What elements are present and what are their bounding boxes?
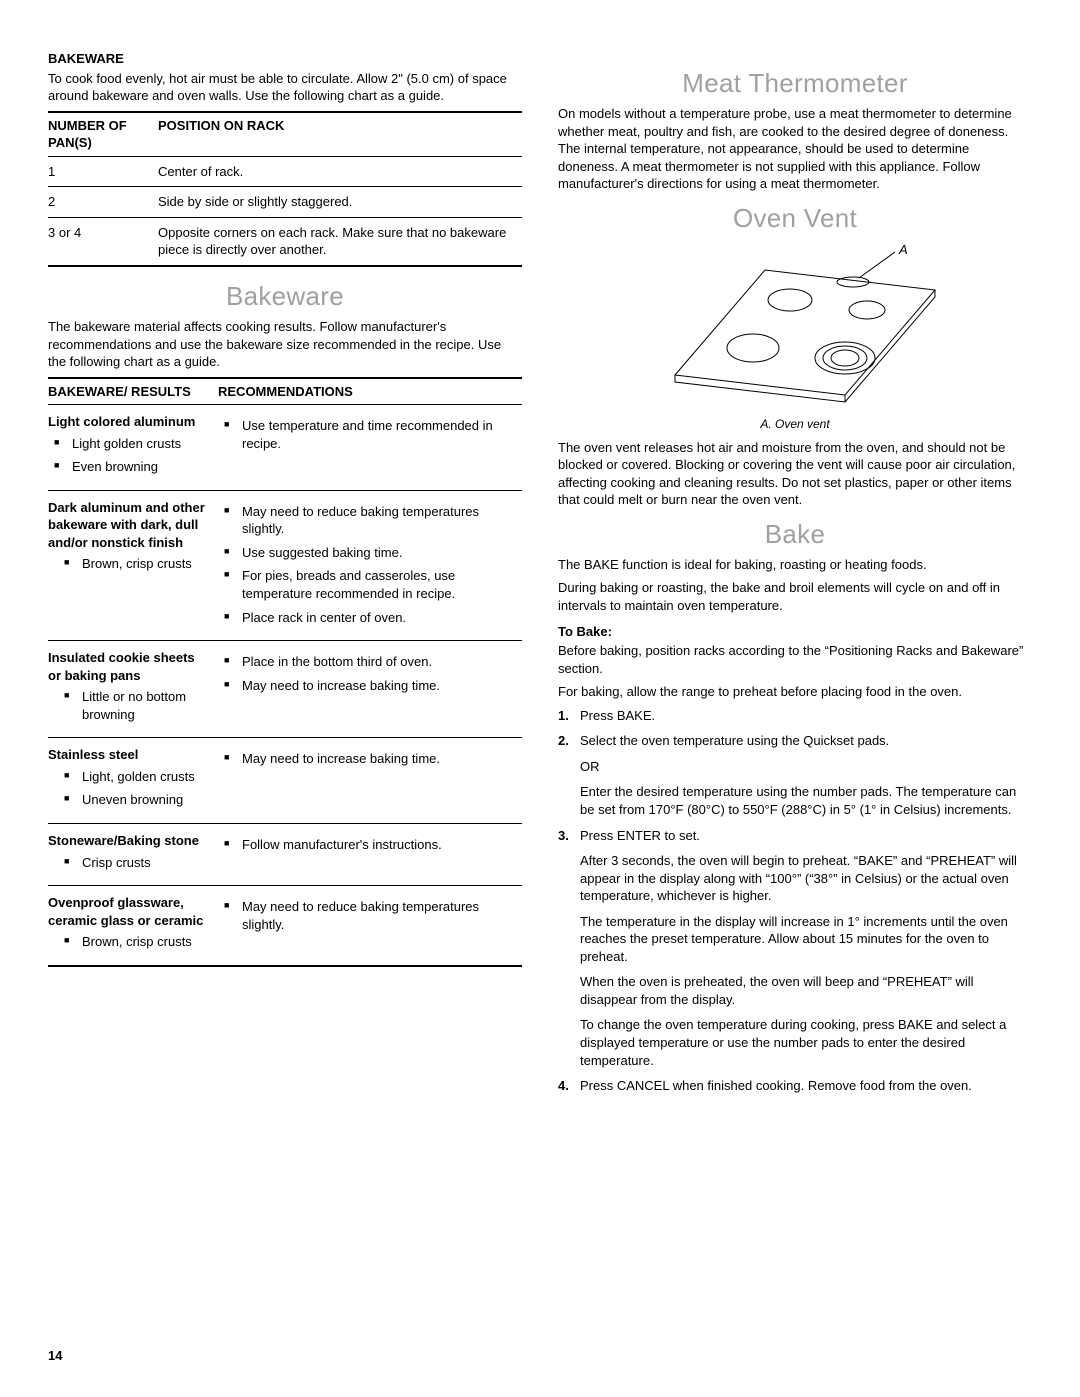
list-item: May need to increase baking time.: [218, 677, 516, 695]
bakeware-type: Dark aluminum and other bakeware with da…: [48, 499, 208, 552]
right-column: Meat Thermometer On models without a tem…: [558, 50, 1032, 1103]
bake-p2: During baking or roasting, the bake and …: [558, 579, 1032, 614]
list-item: Use temperature and time recommended in …: [218, 417, 516, 452]
bakeware-type: Light colored aluminum: [48, 413, 208, 431]
page-number: 14: [48, 1347, 62, 1365]
table-row: 1 Center of rack.: [48, 156, 522, 187]
table-row: Ovenproof glassware, ceramic glass or ce…: [48, 886, 522, 966]
list-item: 4. Press CANCEL when finished cooking. R…: [558, 1077, 1032, 1095]
pan-position-table: NUMBER OF PAN(S) POSITION ON RACK 1 Cent…: [48, 111, 522, 267]
meat-thermometer-title: Meat Thermometer: [558, 66, 1032, 101]
list-item: May need to reduce baking temperatures s…: [218, 898, 516, 933]
pan-table-header-1: NUMBER OF PAN(S): [48, 112, 158, 157]
bake-table-header-1: BAKEWARE/ RESULTS: [48, 378, 218, 405]
diagram-caption: A. Oven vent: [558, 416, 1032, 432]
bake-p1: The BAKE function is ideal for baking, r…: [558, 556, 1032, 574]
to-bake-p1: Before baking, position racks according …: [558, 642, 1032, 677]
bakeware-heading: BAKEWARE: [48, 50, 522, 68]
list-item: Uneven browning: [58, 791, 208, 809]
diagram-label-a: A: [898, 242, 908, 257]
cooktop-diagram-svg: A: [645, 240, 945, 410]
table-row: Insulated cookie sheets or baking pans L…: [48, 641, 522, 738]
bakeware-type: Insulated cookie sheets or baking pans: [48, 649, 208, 684]
bakeware-intro: To cook food evenly, hot air must be abl…: [48, 70, 522, 105]
table-row: Light colored aluminum Light golden crus…: [48, 405, 522, 491]
list-item: 1. Press BAKE.: [558, 707, 1032, 725]
to-bake-p2: For baking, allow the range to preheat b…: [558, 683, 1032, 701]
list-item: May need to reduce baking temperatures s…: [218, 503, 516, 538]
bakeware-section-intro: The bakeware material affects cooking re…: [48, 318, 522, 371]
to-bake-heading: To Bake:: [558, 623, 1032, 641]
list-item: Light, golden crusts: [58, 768, 208, 786]
table-row: Stoneware/Baking stone Crisp crusts Foll…: [48, 823, 522, 885]
list-item: Crisp crusts: [58, 854, 208, 872]
list-item: Place rack in center of oven.: [218, 609, 516, 627]
bakeware-type: Stoneware/Baking stone: [48, 832, 208, 850]
list-item: Light golden crusts: [48, 435, 208, 453]
left-column: BAKEWARE To cook food evenly, hot air mu…: [48, 50, 522, 1103]
list-item: Even browning: [48, 458, 208, 476]
list-item: For pies, breads and casseroles, use tem…: [218, 567, 516, 602]
list-item: Follow manufacturer's instructions.: [218, 836, 516, 854]
oven-vent-diagram: A A. Oven vent: [558, 240, 1032, 433]
page-columns: BAKEWARE To cook food evenly, hot air mu…: [48, 50, 1032, 1103]
pan-table-header-2: POSITION ON RACK: [158, 112, 522, 157]
table-row: Dark aluminum and other bakeware with da…: [48, 490, 522, 640]
bakeware-type: Ovenproof glassware, ceramic glass or ce…: [48, 894, 208, 929]
oven-vent-body: The oven vent releases hot air and moist…: [558, 439, 1032, 509]
list-item: Brown, crisp crusts: [58, 933, 208, 951]
bakeware-type: Stainless steel: [48, 746, 208, 764]
bake-title: Bake: [558, 517, 1032, 552]
oven-vent-title: Oven Vent: [558, 201, 1032, 236]
list-item: Use suggested baking time.: [218, 544, 516, 562]
bake-steps-list: 1. Press BAKE. 2. Select the oven temper…: [558, 707, 1032, 1095]
meat-thermometer-body: On models without a temperature probe, u…: [558, 105, 1032, 193]
list-item: Little or no bottom browning: [58, 688, 208, 723]
table-row: Stainless steel Light, golden crusts Une…: [48, 738, 522, 824]
bakeware-section-title: Bakeware: [48, 279, 522, 314]
list-item: 2. Select the oven temperature using the…: [558, 732, 1032, 818]
list-item: May need to increase baking time.: [218, 750, 516, 768]
table-row: 2 Side by side or slightly staggered.: [48, 187, 522, 218]
list-item: Brown, crisp crusts: [58, 555, 208, 573]
bakeware-results-table: BAKEWARE/ RESULTS RECOMMENDATIONS Light …: [48, 377, 522, 967]
table-row: 3 or 4 Opposite corners on each rack. Ma…: [48, 217, 522, 266]
list-item: 3. Press ENTER to set. After 3 seconds, …: [558, 827, 1032, 1070]
list-item: Place in the bottom third of oven.: [218, 653, 516, 671]
bake-table-header-2: RECOMMENDATIONS: [218, 378, 522, 405]
